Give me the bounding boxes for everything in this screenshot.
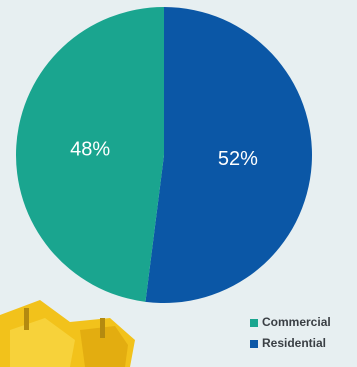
slice-label: 48% xyxy=(70,139,110,161)
legend-swatch xyxy=(250,319,258,327)
pie-slice xyxy=(15,7,165,302)
decoration-machine xyxy=(0,300,135,367)
pie-slice xyxy=(145,7,312,303)
legend-text: Residential xyxy=(262,336,326,350)
slice-label: 52% xyxy=(218,148,258,170)
legend-text: Commercial xyxy=(262,315,331,329)
legend-swatch xyxy=(250,340,258,348)
